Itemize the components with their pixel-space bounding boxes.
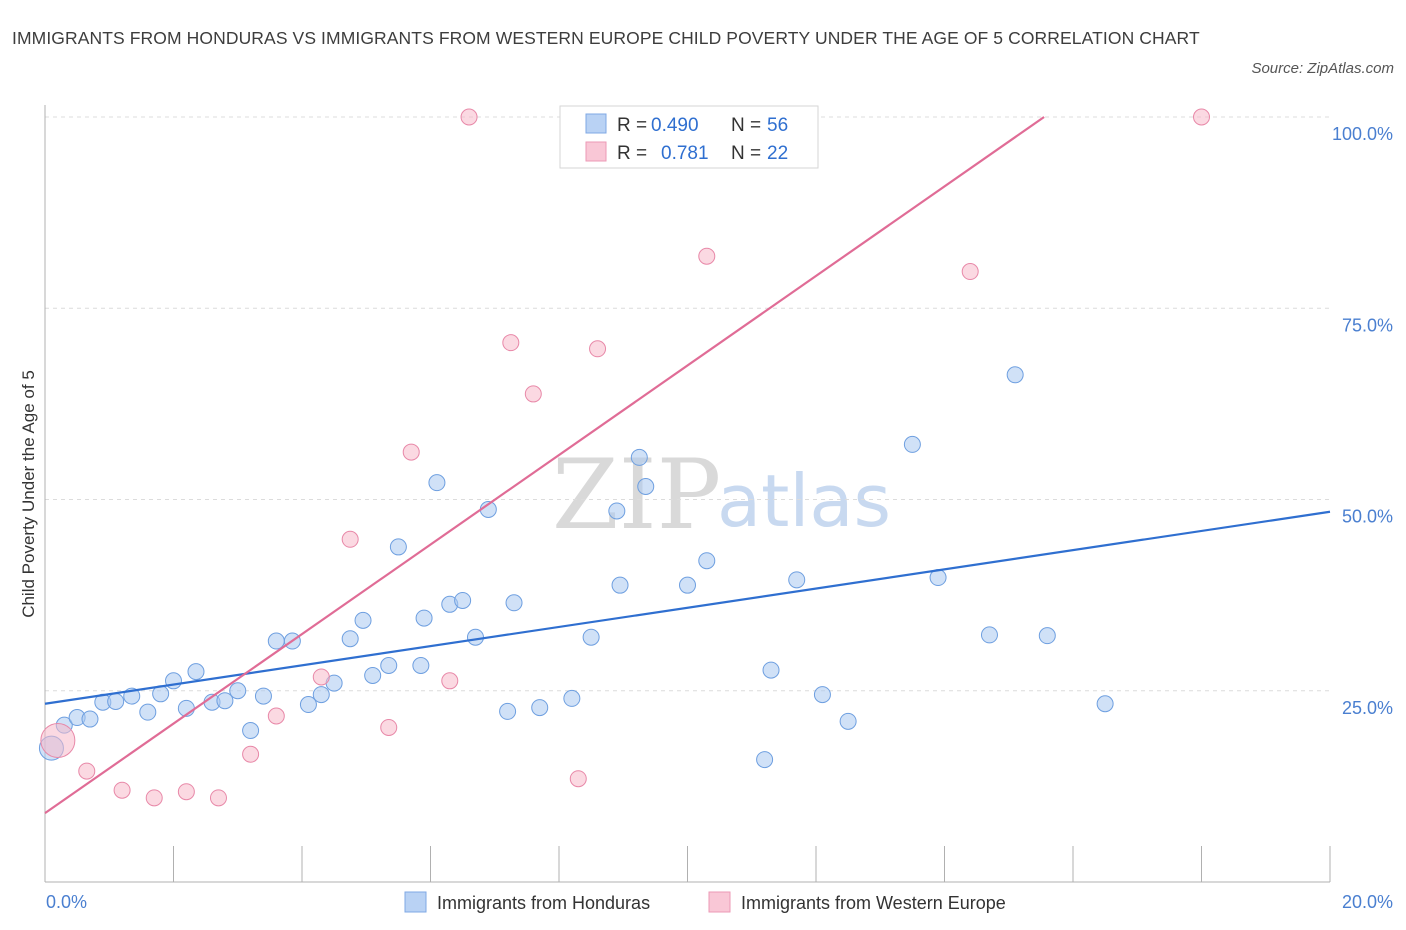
honduras-point	[341, 630, 359, 648]
honduras-point	[312, 686, 330, 704]
legend-n-label-western-europe: N =	[731, 143, 761, 164]
legend-r-value-western-europe: 0.781	[661, 143, 709, 164]
honduras-point	[354, 611, 372, 629]
western-europe-point	[1193, 108, 1210, 126]
series-legend: Immigrants from Honduras Immigrants from…	[404, 891, 1006, 913]
western-europe-point	[502, 334, 520, 352]
western-europe-point	[113, 781, 131, 799]
honduras-point	[903, 435, 921, 453]
honduras-point	[216, 692, 234, 710]
honduras-point	[1006, 366, 1024, 384]
western-europe-point	[145, 789, 163, 807]
western-europe-trend-line	[44, 116, 1045, 815]
bottom-legend-label-honduras: Immigrants from Honduras	[437, 893, 650, 913]
honduras-point	[563, 689, 581, 707]
honduras-point	[531, 699, 549, 717]
western-europe-point	[402, 443, 420, 461]
trend-lines	[44, 116, 1331, 815]
watermark-atlas: atlas	[717, 459, 891, 543]
series-western-europe-points	[40, 108, 1210, 807]
honduras-point	[364, 666, 382, 684]
legend-n-value-western-europe: 22	[767, 143, 788, 164]
honduras-point	[299, 696, 317, 714]
western-europe-point	[380, 718, 398, 736]
honduras-point	[630, 448, 648, 466]
chart-title: IMMIGRANTS FROM HONDURAS VS IMMIGRANTS F…	[12, 28, 1200, 48]
correlation-legend: R = 0.490 N = 56 R = 0.781 N = 22	[559, 105, 819, 169]
y-tick-label-50: 50.0%	[1342, 507, 1393, 527]
honduras-point	[187, 663, 205, 681]
honduras-point	[454, 591, 472, 609]
western-europe-point	[569, 770, 587, 788]
honduras-point	[756, 751, 774, 769]
western-europe-point	[312, 668, 330, 686]
honduras-trend-line	[44, 510, 1331, 705]
y-gridlines	[45, 116, 1330, 692]
western-europe-point	[524, 385, 542, 403]
honduras-point	[107, 692, 125, 710]
honduras-point	[466, 628, 484, 646]
western-europe-point	[961, 263, 979, 281]
honduras-point	[608, 502, 626, 520]
honduras-point	[267, 632, 285, 650]
bottom-legend-label-western-europe: Immigrants from Western Europe	[741, 893, 1006, 913]
legend-r-value-honduras: 0.490	[651, 115, 699, 136]
legend-r-label-honduras: R =	[617, 115, 647, 136]
chart-source: Source: ZipAtlas.com	[1251, 60, 1394, 77]
y-tick-label-25: 25.0%	[1342, 698, 1393, 718]
honduras-point	[254, 687, 272, 705]
legend-swatch-honduras	[585, 113, 607, 134]
honduras-point	[1038, 627, 1056, 645]
honduras-point	[499, 702, 517, 720]
x-tick-label-min: 0.0%	[46, 892, 87, 912]
y-axis-label: Child Poverty Under the Age of 5	[19, 370, 38, 618]
honduras-point	[428, 474, 446, 492]
x-tick-marks	[44, 846, 1331, 882]
honduras-point	[839, 712, 857, 730]
honduras-point	[380, 657, 398, 675]
honduras-point	[611, 576, 629, 594]
legend-n-value-honduras: 56	[767, 115, 788, 136]
western-europe-point	[460, 108, 478, 126]
legend-n-label-honduras: N =	[731, 115, 761, 136]
y-tick-label-100: 100.0%	[1332, 124, 1393, 144]
y-tick-label-75: 75.0%	[1342, 315, 1393, 335]
legend-r-label-western-europe: R =	[617, 143, 647, 164]
honduras-point	[505, 594, 523, 612]
honduras-point	[698, 552, 716, 570]
western-europe-point	[698, 247, 716, 265]
western-europe-point	[40, 722, 76, 758]
honduras-point	[788, 571, 806, 589]
honduras-point	[139, 703, 157, 721]
honduras-point	[679, 576, 696, 594]
honduras-point	[242, 722, 260, 740]
y-tick-labels: 25.0% 50.0% 75.0% 100.0%	[1332, 124, 1393, 718]
honduras-point	[582, 628, 600, 646]
western-europe-point	[242, 745, 260, 763]
honduras-point	[415, 609, 433, 627]
honduras-point	[389, 538, 407, 556]
honduras-point	[637, 477, 655, 495]
x-tick-label-max: 20.0%	[1342, 892, 1393, 912]
honduras-point	[1096, 695, 1114, 713]
western-europe-point	[78, 762, 96, 780]
bottom-legend-swatch-honduras	[404, 891, 427, 913]
western-europe-point	[209, 789, 227, 807]
honduras-point	[412, 657, 430, 675]
western-europe-point	[267, 707, 285, 725]
bottom-legend-swatch-western-europe	[708, 891, 731, 913]
honduras-point	[762, 661, 780, 679]
western-europe-point	[589, 340, 607, 358]
honduras-point	[229, 682, 247, 700]
honduras-point	[980, 626, 998, 644]
western-europe-point	[177, 783, 195, 801]
legend-swatch-western-europe	[585, 141, 607, 162]
western-europe-point	[341, 530, 359, 548]
honduras-point	[81, 710, 99, 728]
western-europe-point	[441, 672, 459, 690]
honduras-point	[813, 686, 831, 704]
